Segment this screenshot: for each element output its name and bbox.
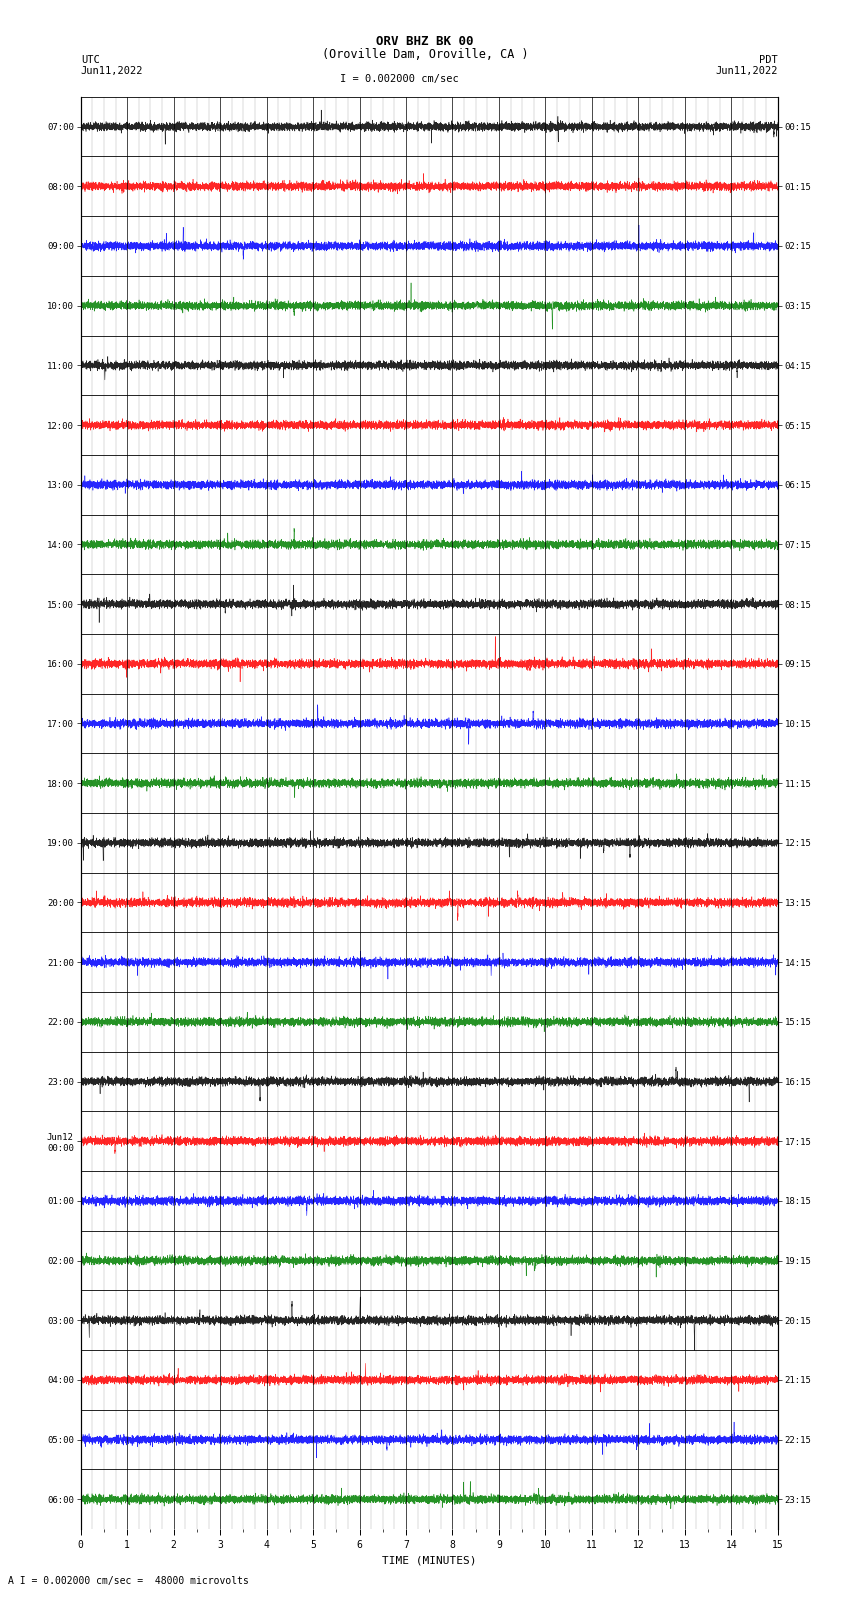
- Text: (Oroville Dam, Oroville, CA ): (Oroville Dam, Oroville, CA ): [321, 48, 529, 61]
- Text: ORV BHZ BK 00: ORV BHZ BK 00: [377, 35, 473, 48]
- Text: UTC: UTC: [81, 55, 99, 65]
- Text: I = 0.002000 cm/sec: I = 0.002000 cm/sec: [340, 74, 459, 84]
- Text: PDT: PDT: [759, 55, 778, 65]
- Text: Jun11,2022: Jun11,2022: [715, 66, 778, 76]
- X-axis label: TIME (MINUTES): TIME (MINUTES): [382, 1555, 477, 1565]
- Text: Jun11,2022: Jun11,2022: [81, 66, 144, 76]
- Text: A I = 0.002000 cm/sec =  48000 microvolts: A I = 0.002000 cm/sec = 48000 microvolts: [8, 1576, 249, 1586]
